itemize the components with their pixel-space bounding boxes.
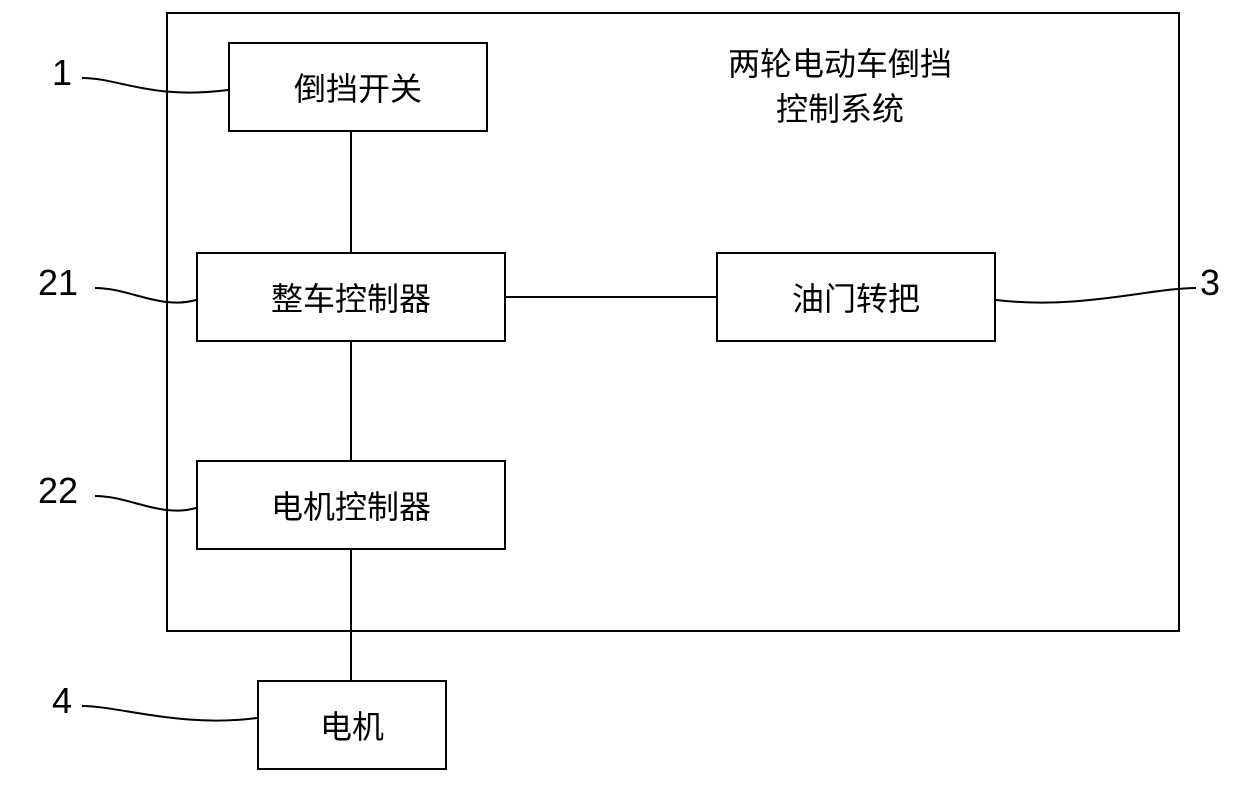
callout-3 (0, 0, 1240, 796)
diagram-container: 两轮电动车倒挡 控制系统 倒挡开关 整车控制器 油门转把 电机控制器 电机 1 … (0, 0, 1240, 796)
